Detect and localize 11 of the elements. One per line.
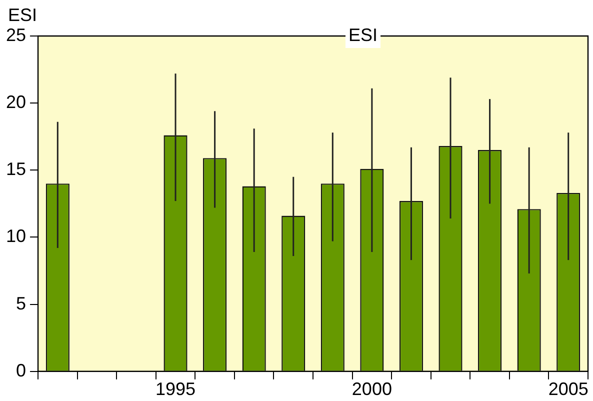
chart-title: ESI xyxy=(348,24,378,45)
y-tick-label: 10 xyxy=(6,226,26,246)
y-tick-label: 25 xyxy=(6,24,26,45)
x-tick-label: 2005 xyxy=(548,379,588,400)
y-axis-title: ESI xyxy=(8,4,38,25)
y-tick-label: 0 xyxy=(16,360,26,380)
x-tick-label: 2000 xyxy=(352,379,392,400)
x-tick-label: 1995 xyxy=(155,379,196,400)
y-tick-label: 20 xyxy=(6,92,26,112)
y-tick-label: 15 xyxy=(6,159,26,180)
y-tick-label: 5 xyxy=(16,293,26,314)
